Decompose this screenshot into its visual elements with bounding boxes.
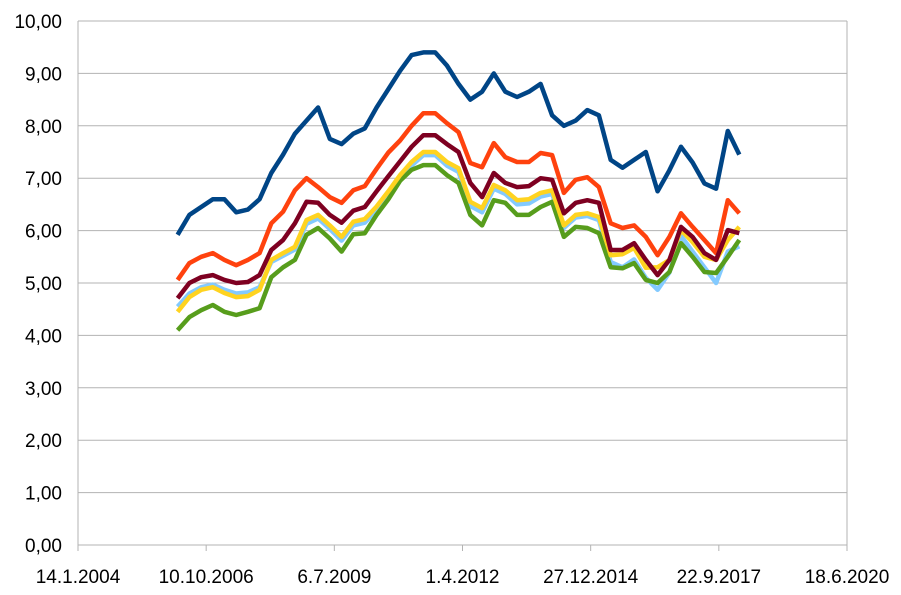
gridlines: [77, 20, 848, 546]
y-tick-label: 8,00: [25, 117, 62, 138]
y-tick-label: 9,00: [25, 64, 62, 85]
x-tick-label: 22.9.2017: [677, 567, 762, 588]
x-tick-label: 18.6.2020: [805, 567, 890, 588]
x-tick-label: 14.1.2004: [36, 567, 121, 588]
y-tick-label: 3,00: [25, 379, 62, 400]
y-tick-label: 6,00: [25, 222, 62, 243]
x-tick-label: 27.12.2014: [543, 567, 639, 588]
y-tick-label: 7,00: [25, 169, 62, 190]
y-tick-label: 10,00: [14, 12, 62, 33]
y-tick-label: 1,00: [25, 484, 62, 505]
series-line-4: [175, 162, 742, 332]
x-axis: 14.1.2004 10.10.2006 6.7.2009 1.4.2012 27.12…: [36, 545, 890, 588]
y-axis-tick-labels: 0,00 1,00 2,00 3,00 4,00 5,00 6,00 7,00 8,00 9,00…: [14, 12, 62, 557]
series-line-5: [175, 149, 741, 314]
y-tick-label: 4,00: [25, 326, 62, 347]
y-tick-label: 2,00: [25, 431, 62, 452]
y-tick-label: 5,00: [25, 274, 62, 295]
y-tick-label: 0,00: [25, 536, 62, 557]
series-line-2: [175, 50, 742, 236]
x-tick-label: 6.7.2009: [297, 567, 371, 588]
series-lines: [175, 50, 742, 332]
x-tick-label: 1.4.2012: [426, 567, 500, 588]
x-tick-label: 10.10.2006: [159, 567, 254, 588]
series-line-6: [175, 132, 740, 300]
series-line-3: [175, 110, 741, 282]
